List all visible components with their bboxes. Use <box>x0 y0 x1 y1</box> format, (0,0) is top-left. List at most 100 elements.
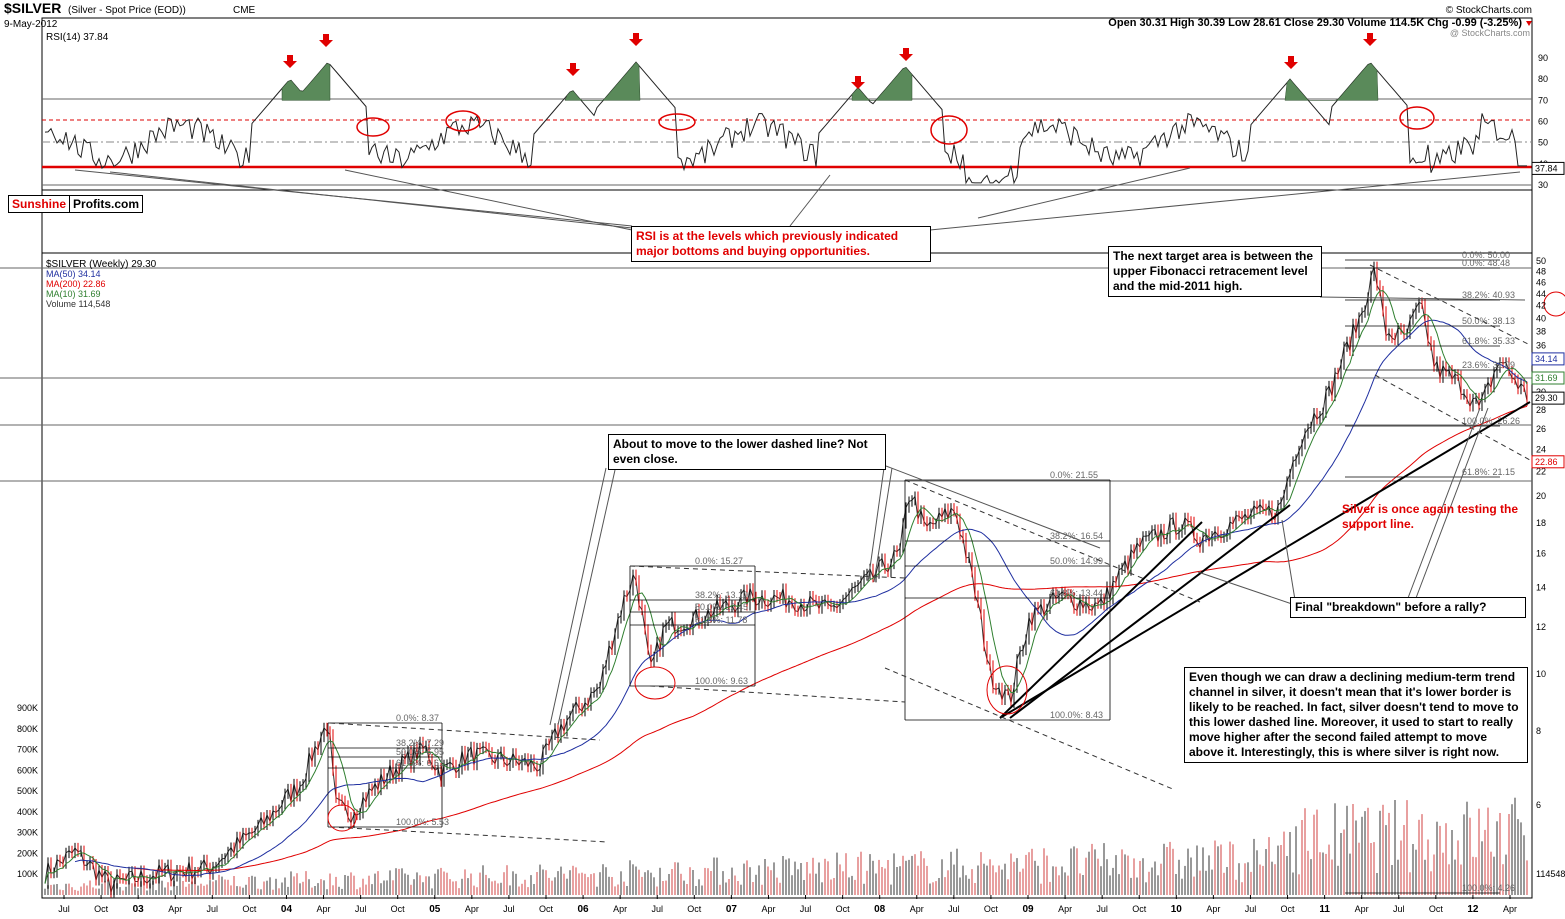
price-series <box>44 266 1528 895</box>
x-tick-08: 08 <box>874 904 886 915</box>
ma50-line <box>74 319 1528 877</box>
change-down-icon <box>1526 21 1532 26</box>
legend-volume: Volume 114,548 <box>46 299 110 309</box>
down-arrow-icon <box>629 33 643 46</box>
logo-part2: Profits.com <box>73 197 140 211</box>
volume-bars <box>44 797 1528 895</box>
rsi-tick-50: 50 <box>1538 138 1548 148</box>
vol-tick-700K: 700K <box>17 745 38 755</box>
vol-tick-200K: 200K <box>17 848 38 858</box>
fib-label: 100.0%: 8.43 <box>1050 710 1103 720</box>
x-tick-Jul: Jul <box>800 904 812 914</box>
fib-label: 61.8%: 6.61 <box>396 758 444 768</box>
price-tick-48: 48 <box>1536 266 1546 276</box>
x-tick-11: 11 <box>1319 904 1330 915</box>
rsi-tick-60: 60 <box>1538 117 1548 127</box>
fib-label: 0.0%: 50.00 <box>1462 250 1510 260</box>
price-tick-36: 36 <box>1536 340 1546 350</box>
vol-tick-300K: 300K <box>17 828 38 838</box>
fib-label: 61.8%: 13.44 <box>1050 588 1103 598</box>
rsi-red-circles <box>356 106 1435 145</box>
vol-tick-800K: 800K <box>17 724 38 734</box>
price-tick-42: 42 <box>1536 301 1546 311</box>
rsi-circle <box>658 113 696 131</box>
rsi-circle <box>445 110 481 132</box>
x-tick-03: 03 <box>133 904 145 915</box>
x-tick-09: 09 <box>1022 904 1034 915</box>
rsi-fill <box>1284 63 1379 101</box>
x-tick-12: 12 <box>1467 904 1479 915</box>
price-tick-18: 18 <box>1536 518 1546 528</box>
x-tick-Jul: Jul <box>355 904 367 914</box>
marker-box-ma10 <box>1531 371 1565 385</box>
down-arrow-icon <box>566 63 580 76</box>
price-tick-6: 6 <box>1536 800 1541 810</box>
price-tick-40: 40 <box>1536 313 1546 323</box>
fib-label: 50.0%: 12.45 <box>695 602 748 612</box>
marker-volume: 114548 <box>1536 869 1565 879</box>
x-tick-Apr: Apr <box>1503 904 1517 914</box>
annotation-pointers <box>549 296 1526 726</box>
fib-label: 100.0%: 26.26 <box>1462 416 1520 426</box>
price-tick-50: 50 <box>1536 256 1546 266</box>
vol-tick-600K: 600K <box>17 765 38 775</box>
rsi-tick-80: 80 <box>1538 74 1548 84</box>
dashed-channel-lines <box>329 264 1531 843</box>
rsi-pointer-lines <box>74 167 1521 231</box>
vol-tick-500K: 500K <box>17 786 38 796</box>
x-tick-Apr: Apr <box>910 904 924 914</box>
legend-ma10: MA(10) 31.69 <box>46 289 101 299</box>
exchange-text: CME <box>233 5 256 16</box>
fib-label: 38.2%: 13.10 <box>695 590 748 600</box>
rsi-circle <box>356 117 390 137</box>
ma200-line <box>134 405 1528 871</box>
down-arrow-icon <box>1284 56 1298 69</box>
breakdown-annotation: Final "breakdown" before a rally? <box>1290 597 1526 618</box>
x-tick-Jul: Jul <box>1096 904 1108 914</box>
down-arrow-icon <box>899 48 913 61</box>
price-tick-46: 46 <box>1536 277 1546 287</box>
fib-label: 61.8%: 21.15 <box>1462 467 1515 477</box>
price-candles <box>47 261 1528 898</box>
move-annotation: About to move to the lower dashed line? … <box>608 434 886 470</box>
price-tick-20: 20 <box>1536 491 1546 501</box>
marker-box-close <box>1531 391 1565 405</box>
x-axis: Jul Oct 03 Apr Jul Oct 04 Apr Jul Oct 05 Apr Jul Oct 0… <box>58 895 1517 915</box>
symbol-text: $SILVER <box>4 0 61 16</box>
rsi-fill <box>851 67 913 101</box>
target-annotation: The next target area is between the uppe… <box>1108 246 1322 297</box>
price-y-axis: 5048464442403836343230282624222018161412… <box>1536 256 1546 810</box>
marker-box-ma200 <box>1531 455 1565 469</box>
x-tick-Jul: Jul <box>651 904 663 914</box>
rsi-circle <box>1399 106 1435 130</box>
x-tick-Apr: Apr <box>168 904 182 914</box>
x-tick-Oct: Oct <box>1281 904 1296 914</box>
support-annotation: Silver is once again testing the support… <box>1342 502 1519 531</box>
copyright-text: © StockCharts.com <box>1446 5 1532 16</box>
x-tick-Oct: Oct <box>242 904 257 914</box>
watermark-text: @ StockCharts.com <box>1450 28 1530 38</box>
vol-tick-100K: 100K <box>17 869 38 879</box>
x-tick-10: 10 <box>1171 904 1183 915</box>
sunshine-logo[interactable]: Sunshine Profits.com <box>8 195 144 213</box>
down-arrow-icon <box>319 34 333 47</box>
x-tick-Apr: Apr <box>1355 904 1369 914</box>
x-tick-Jul: Jul <box>503 904 515 914</box>
fib-label: 100.0%: 9.63 <box>695 676 748 686</box>
x-tick-Apr: Apr <box>1058 904 1072 914</box>
marker-box-rsi <box>1531 161 1565 175</box>
marker-ma50: 34.14 <box>1535 354 1558 364</box>
legend-ma200: MA(200) 22.86 <box>46 279 106 289</box>
marker-ma10: 31.69 <box>1535 373 1558 383</box>
x-tick-Oct: Oct <box>984 904 999 914</box>
price-tick-8: 8 <box>1536 726 1541 736</box>
rsi-annotation: RSI is at the levels which previously in… <box>631 226 931 262</box>
down-arrow-icon <box>851 76 865 89</box>
marker-rsi: 37.84 <box>1535 163 1558 173</box>
x-tick-Jul: Jul <box>1245 904 1257 914</box>
fib-lines <box>327 259 1500 894</box>
date-text: 9-May-2012 <box>4 19 58 30</box>
x-tick-Jul: Jul <box>58 904 70 914</box>
